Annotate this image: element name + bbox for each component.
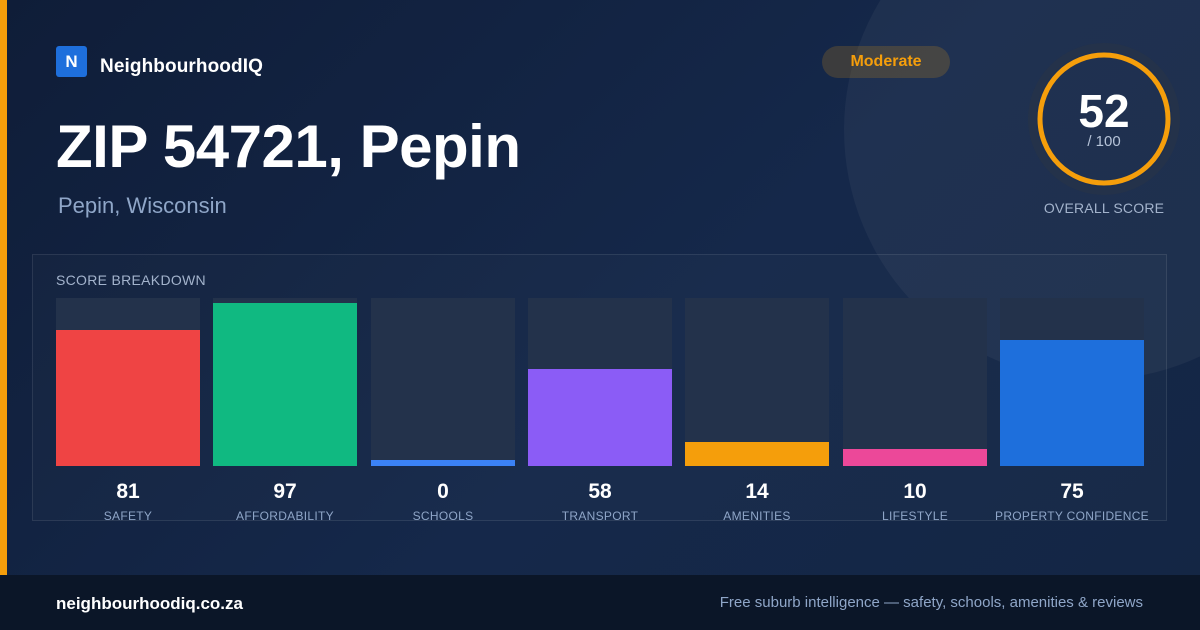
bar-track: [213, 298, 357, 466]
bar-value: 97: [273, 480, 297, 503]
bar-value: 14: [745, 480, 769, 503]
bar-fill: [528, 369, 672, 466]
bar-fill: [843, 449, 987, 466]
brand-logo-icon: N: [56, 46, 87, 77]
bar-fill: [1000, 340, 1144, 466]
brand-name: NeighbourhoodIQ: [100, 56, 263, 77]
bar-label: AFFORDABILITY: [236, 509, 334, 523]
score-breakdown-title: SCORE BREAKDOWN: [56, 272, 206, 288]
bar-label: PROPERTY CONFIDENCE: [995, 509, 1149, 523]
bar-label: TRANSPORT: [561, 509, 639, 523]
accent-stripe: [0, 0, 7, 575]
bar-track: [1000, 298, 1144, 466]
bar-value: 0: [437, 480, 449, 503]
page-title: ZIP 54721, Pepin: [56, 113, 521, 180]
overall-score-caption: OVERALL SCORE: [1043, 200, 1165, 216]
rating-badge: Moderate: [822, 46, 950, 78]
bar-fill: [213, 303, 357, 466]
footer: neighbourhoodiq.co.za Free suburb intell…: [0, 575, 1200, 630]
bar-track: [528, 298, 672, 466]
bar-track: [843, 298, 987, 466]
bar-track: [371, 298, 515, 466]
bar-track: [56, 298, 200, 466]
bar-label: SAFETY: [103, 509, 153, 523]
bar-fill: [371, 460, 515, 466]
bar-track: [685, 298, 829, 466]
bar-value: 10: [903, 480, 927, 503]
bar-value: 75: [1060, 480, 1084, 503]
footer-tagline: Free suburb intelligence — safety, schoo…: [719, 594, 1143, 611]
overall-score-value: 52: [1078, 85, 1130, 137]
footer-url[interactable]: neighbourhoodiq.co.za: [56, 594, 243, 613]
bar-value: 81: [116, 480, 140, 503]
location-subtitle: Pepin, Wisconsin: [58, 193, 227, 218]
overall-score-max: / 100: [1087, 133, 1121, 150]
bar-label: SCHOOLS: [412, 509, 474, 523]
bar-fill: [56, 330, 200, 466]
bar-label: LIFESTYLE: [881, 509, 949, 523]
score-breakdown-panel: [32, 254, 1167, 521]
bar-value: 58: [588, 480, 612, 503]
score-ring-progress: [1037, 52, 1171, 186]
bar-label: AMENITIES: [723, 509, 791, 523]
score-ring-track: [1028, 43, 1180, 195]
overall-score-ring: [1028, 43, 1180, 195]
bar-fill: [685, 442, 829, 466]
